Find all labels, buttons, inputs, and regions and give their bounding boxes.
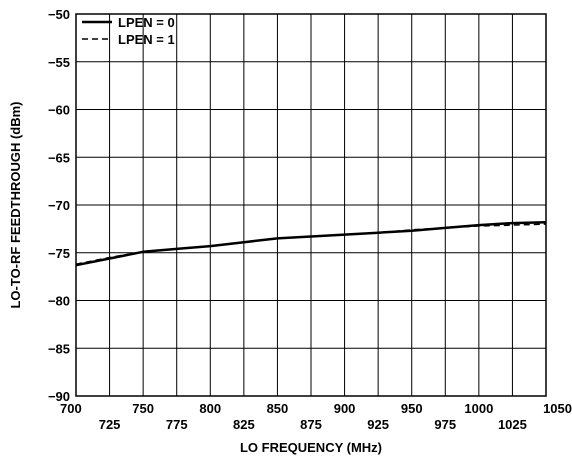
legend: LPEN = 0 LPEN = 1 bbox=[82, 15, 175, 47]
y-tick-label: −50 bbox=[48, 7, 70, 22]
y-tick-label: −80 bbox=[48, 294, 70, 309]
y-tick-label: −75 bbox=[48, 246, 70, 261]
series-line-1 bbox=[75, 223, 547, 265]
grid bbox=[76, 14, 546, 396]
x-tick-label: 775 bbox=[166, 417, 188, 432]
y-tick-label: −90 bbox=[48, 389, 70, 404]
y-axis-title: LO-TO-RF FEEDTHROUGH (dBm) bbox=[8, 101, 23, 308]
y-tick-label: −70 bbox=[48, 198, 70, 213]
x-tick-label: 1025 bbox=[498, 417, 527, 432]
x-tick-label: 725 bbox=[99, 417, 121, 432]
x-tick-label: 925 bbox=[367, 417, 389, 432]
y-tick-label: −85 bbox=[48, 341, 70, 356]
x-tick-label: 975 bbox=[434, 417, 456, 432]
x-tick-label: 700 bbox=[60, 401, 82, 416]
x-tick-label: 950 bbox=[401, 401, 423, 416]
x-tick-label: 1000 bbox=[464, 401, 493, 416]
y-tick-label: −60 bbox=[48, 103, 70, 118]
x-tick-label: 800 bbox=[199, 401, 221, 416]
y-tick-label: −55 bbox=[48, 55, 70, 70]
y-tick-labels: −50 −55 −60 −65 −70 −75 −80 −85 −90 bbox=[48, 7, 70, 404]
x-tick-label: 825 bbox=[233, 417, 255, 432]
x-axis-title: LO FREQUENCY (MHz) bbox=[240, 440, 382, 455]
y-tick-label: −65 bbox=[48, 150, 70, 165]
plot-frame bbox=[75, 13, 547, 397]
x-tick-label: 750 bbox=[132, 401, 154, 416]
series-lines bbox=[75, 220, 547, 267]
x-tick-label: 900 bbox=[334, 401, 356, 416]
legend-label-1: LPEN = 1 bbox=[118, 32, 175, 47]
x-tick-labels: 700 725 750 775 800 825 850 875 900 925 950 975 1000… bbox=[60, 401, 572, 432]
x-tick-label: 875 bbox=[300, 417, 322, 432]
x-tick-label: 1050 bbox=[543, 401, 572, 416]
legend-label-0: LPEN = 0 bbox=[118, 15, 175, 30]
x-tick-label: 850 bbox=[267, 401, 289, 416]
